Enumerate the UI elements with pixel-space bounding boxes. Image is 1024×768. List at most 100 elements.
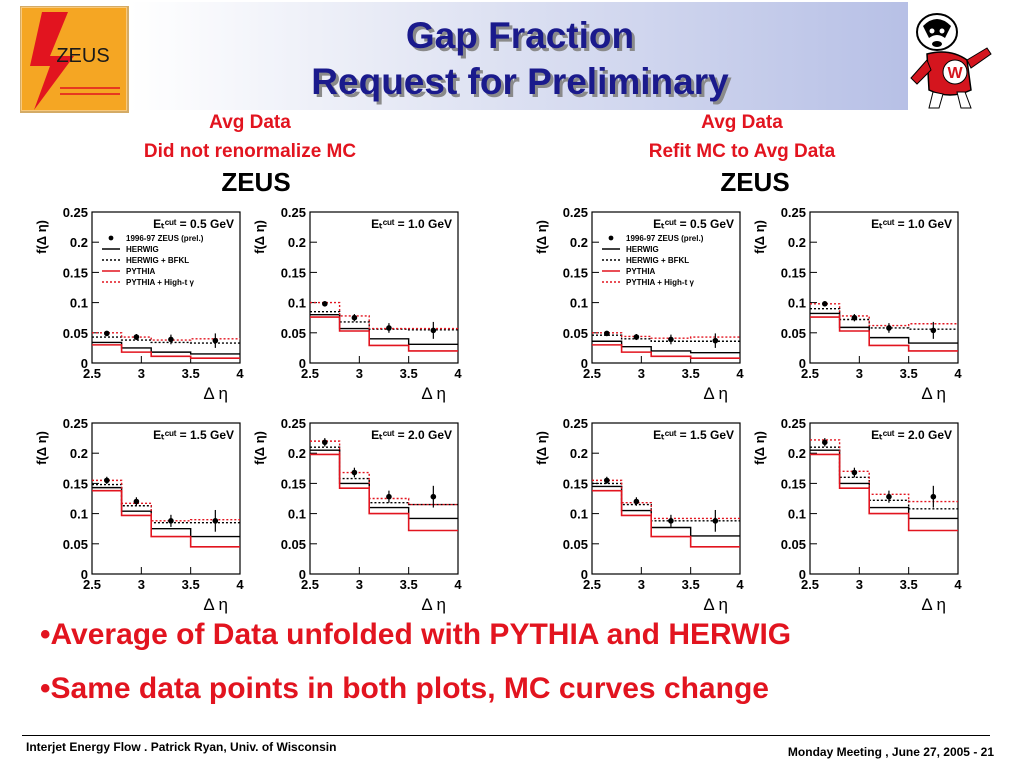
data-point bbox=[668, 336, 674, 343]
series-line-pythia bbox=[810, 316, 958, 352]
y-tick-label: 0.05 bbox=[563, 326, 588, 341]
data-point bbox=[133, 334, 140, 340]
series-line-pythia-high-t- bbox=[92, 479, 240, 522]
x-axis-label: Δ η bbox=[921, 595, 946, 614]
footer-left: Interjet Energy Flow . Patrick Ryan, Uni… bbox=[26, 740, 337, 754]
y-tick-label: 0.15 bbox=[563, 476, 588, 491]
x-tick-label: 3 bbox=[856, 577, 863, 592]
y-tick-label: 0.1 bbox=[288, 507, 306, 522]
y-tick-label: 0.2 bbox=[788, 235, 806, 250]
data-point bbox=[430, 327, 437, 334]
y-axis-label: f(Δ η) bbox=[534, 431, 549, 465]
x-tick-label: 3.5 bbox=[900, 577, 918, 592]
series-line-pythia bbox=[592, 344, 740, 359]
y-tick-label: 0.05 bbox=[63, 537, 88, 552]
series-line-pythia-high-t- bbox=[810, 303, 958, 327]
data-point bbox=[386, 325, 392, 331]
data-point bbox=[104, 330, 110, 337]
chart-panel: 0 0.05 0.1 0.15 0.2 0.25 2.5 3 3.5 4 f(Δ η) Δ η Eₜᶜᵘ… bbox=[752, 416, 962, 614]
data-point bbox=[930, 493, 937, 500]
data-point bbox=[851, 314, 858, 321]
x-tick-label: 4 bbox=[954, 366, 962, 381]
right-label-line2: Refit MC to Avg Data bbox=[648, 141, 836, 162]
y-tick-label: 0.15 bbox=[63, 265, 88, 280]
y-tick-label: 0 bbox=[799, 567, 806, 582]
plot-frame bbox=[591, 422, 741, 575]
x-axis-label: Δ η bbox=[421, 595, 446, 614]
y-tick-label: 0.25 bbox=[563, 416, 588, 431]
y-tick-label: 0.15 bbox=[563, 265, 588, 280]
data-point bbox=[386, 493, 392, 500]
panel-label: Eₜᶜᵘᵗ = 1.5 GeV bbox=[153, 428, 234, 442]
chart-panel: 0 0.05 0.1 0.15 0.2 0.25 2.5 3 3.5 4 f(Δ η) Δ η Eₜᶜᵘ… bbox=[534, 205, 744, 403]
left-label-line2: Did not renormalize MC bbox=[143, 141, 357, 162]
x-tick-label: 3.5 bbox=[682, 577, 700, 592]
y-tick-label: 0.25 bbox=[563, 205, 588, 220]
data-point bbox=[851, 469, 858, 476]
legend-label: PYTHIA + High-t γ bbox=[126, 278, 194, 287]
data-point bbox=[212, 337, 219, 344]
data-point bbox=[604, 477, 610, 484]
footer-divider bbox=[22, 735, 990, 736]
panel-label: Eₜᶜᵘᵗ = 2.0 GeV bbox=[871, 428, 952, 442]
chart-panel: 0 0.05 0.1 0.15 0.2 0.25 2.5 3 3.5 4 f(Δ η) Δ η Eₜᶜᵘ… bbox=[34, 416, 244, 614]
x-tick-label: 3.5 bbox=[400, 366, 418, 381]
footer-right: Monday Meeting , June 27, 2005 - 21 bbox=[787, 745, 994, 759]
series-line-pythia bbox=[92, 344, 240, 359]
data-point bbox=[168, 336, 174, 343]
legend-label: HERWIG + BFKL bbox=[626, 256, 689, 265]
right-zeus-heading: ZEUS bbox=[720, 167, 790, 197]
y-tick-label: 0.15 bbox=[781, 476, 806, 491]
data-point bbox=[633, 334, 640, 340]
data-point bbox=[322, 439, 328, 446]
series-line-pythia-high-t- bbox=[592, 332, 740, 339]
y-tick-label: 0.2 bbox=[570, 235, 588, 250]
legend-data-marker bbox=[608, 235, 614, 241]
y-axis-label: f(Δ η) bbox=[252, 431, 267, 465]
data-point bbox=[168, 518, 174, 524]
series-line-pythia-high-t- bbox=[310, 301, 458, 330]
badger-mascot: W bbox=[905, 4, 995, 114]
x-tick-label: 3.5 bbox=[682, 366, 700, 381]
series-line-pythia bbox=[592, 489, 740, 548]
y-tick-label: 0.05 bbox=[63, 326, 88, 341]
x-tick-label: 3 bbox=[356, 366, 363, 381]
series-line-pythia bbox=[310, 316, 458, 352]
data-point bbox=[712, 337, 719, 344]
data-point bbox=[322, 301, 328, 307]
y-tick-label: 0 bbox=[581, 356, 588, 371]
series-line-pythia bbox=[92, 489, 240, 548]
y-tick-label: 0 bbox=[799, 356, 806, 371]
series-line-herwig bbox=[592, 340, 740, 354]
panel-label: Eₜᶜᵘᵗ = 0.5 GeV bbox=[653, 217, 734, 231]
y-tick-label: 0.1 bbox=[788, 507, 806, 522]
zeus-logo: ZEUS bbox=[18, 4, 130, 114]
data-point bbox=[212, 518, 219, 524]
panel-label: Eₜᶜᵘᵗ = 1.5 GeV bbox=[653, 428, 734, 442]
y-tick-label: 0.2 bbox=[288, 235, 306, 250]
bullet-2: •Same data points in both plots, MC curv… bbox=[40, 672, 769, 705]
x-tick-label: 2.5 bbox=[83, 366, 101, 381]
data-point bbox=[604, 330, 610, 337]
y-tick-label: 0.25 bbox=[63, 416, 88, 431]
panel-label: Eₜᶜᵘᵗ = 0.5 GeV bbox=[153, 217, 234, 231]
y-tick-label: 0.15 bbox=[781, 265, 806, 280]
y-axis-label: f(Δ η) bbox=[252, 220, 267, 254]
y-tick-label: 0.1 bbox=[288, 296, 306, 311]
plot-frame bbox=[809, 211, 959, 364]
y-tick-label: 0.15 bbox=[281, 265, 306, 280]
x-tick-label: 4 bbox=[236, 366, 244, 381]
y-tick-label: 0.15 bbox=[281, 476, 306, 491]
chart-panel: 0 0.05 0.1 0.15 0.2 0.25 2.5 3 3.5 4 f(Δ η) Δ η Eₜᶜᵘ… bbox=[34, 205, 244, 403]
data-point bbox=[930, 327, 937, 334]
x-tick-label: 3.5 bbox=[182, 577, 200, 592]
y-tick-label: 0.2 bbox=[788, 446, 806, 461]
x-tick-label: 3 bbox=[138, 577, 145, 592]
x-tick-label: 2.5 bbox=[583, 366, 601, 381]
legend-label: HERWIG bbox=[126, 245, 159, 254]
series-line-herwig-bfkl bbox=[310, 310, 458, 331]
x-tick-label: 3 bbox=[638, 366, 645, 381]
chart-panel: 0 0.05 0.1 0.15 0.2 0.25 2.5 3 3.5 4 f(Δ η) Δ η Eₜᶜᵘ… bbox=[252, 205, 462, 403]
x-tick-label: 4 bbox=[454, 577, 462, 592]
data-point bbox=[104, 477, 110, 484]
